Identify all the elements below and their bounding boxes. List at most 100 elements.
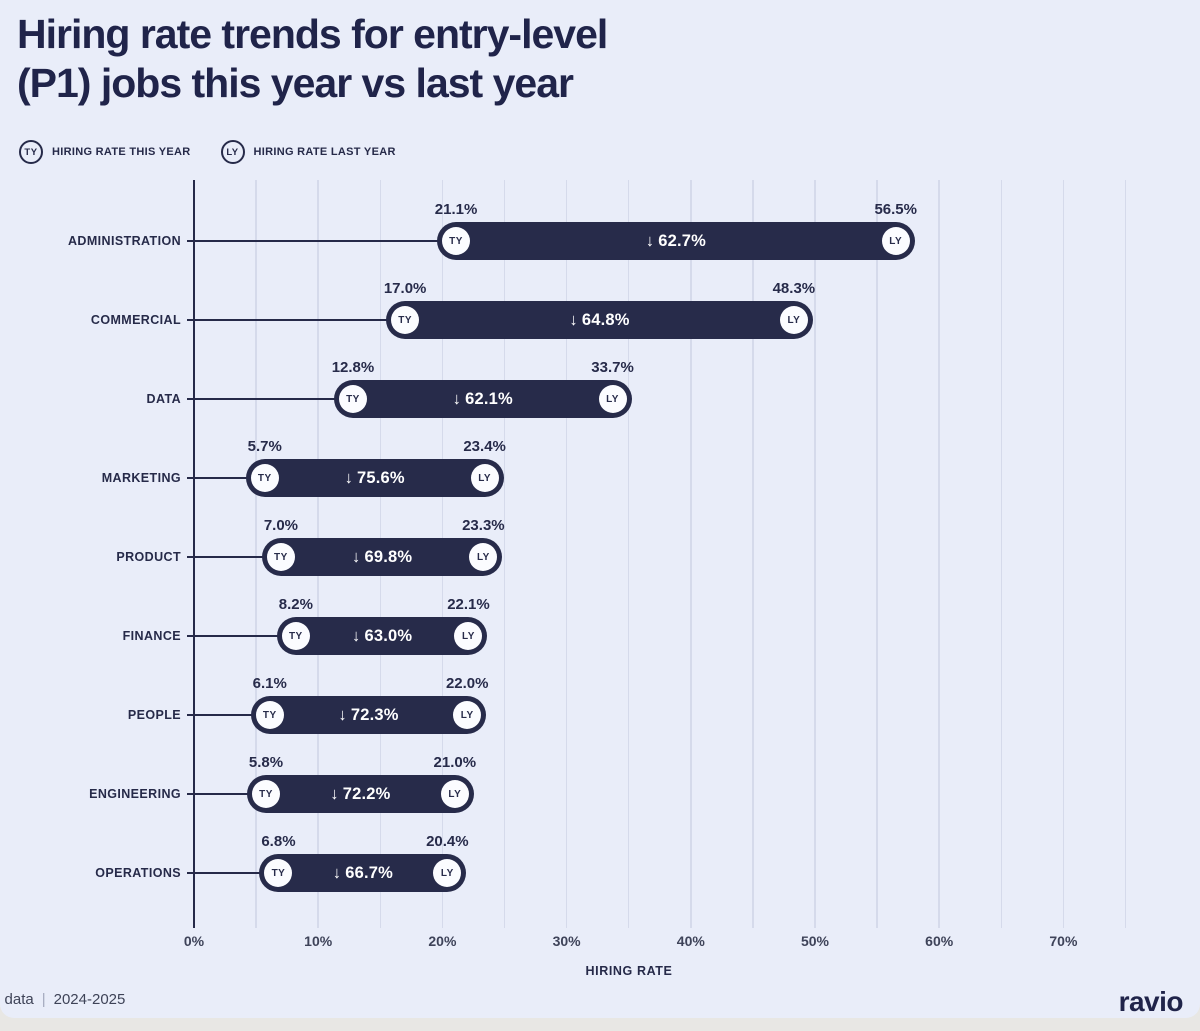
category-label: FINANCE [122,629,181,643]
label-connector-line [187,713,255,717]
ty-point-badge: TY [391,306,420,334]
change-label: ↓ 64.8% [569,310,630,329]
ly-point-badge: LY [453,701,482,729]
dumbbell-bar: ↓ 72.2% [247,775,474,813]
ly-point-badge: LY [598,385,627,413]
gridline [255,180,257,928]
gridline [565,180,568,928]
gridline [1062,180,1065,928]
ty-value-label: 5.8% [248,754,284,771]
label-connector-line [187,397,338,401]
ty-value-label: 5.7% [247,438,282,455]
label-connector-line [187,318,391,322]
ty-point-badge: TY [264,859,293,887]
category-label: ADMINISTRATION [68,234,181,248]
category-label: PEOPLE [127,708,181,722]
gridline [690,180,692,928]
ty-point-badge: TY [442,227,471,255]
category-label: PRODUCT [116,550,181,564]
ly-value-label: 48.3% [772,280,816,297]
x-tick-label: 0% [183,933,205,949]
ty-point-badge: TY [250,464,279,492]
page-title-line2: (P1) jobs this year vs last year [17,60,574,106]
footer-source: o data | 2024-2025 [0,991,125,1008]
gridline [1000,180,1003,928]
ly-point-badge: LY [440,780,469,808]
label-connector-line [187,871,264,875]
change-label: ↓ 62.1% [452,389,513,408]
category-label: MARKETING [101,471,181,485]
x-tick-label: 10% [304,933,333,949]
down-arrow-icon: ↓ [645,231,655,250]
gridline [627,180,630,928]
gridline [938,180,940,928]
legend-item-this-year: TY HIRING RATE THIS YEAR [19,140,191,164]
ravio-logo: ravio [1118,986,1184,1017]
ty-value-label: 8.2% [278,596,313,613]
change-label: ↓ 75.6% [344,468,405,487]
footer-separator: | [41,991,46,1008]
x-tick-label: 60% [925,933,954,949]
footer-period: 2024-2025 [53,991,126,1008]
x-tick-label: 40% [676,933,705,949]
dumbbell-bar: ↓ 64.8% [386,301,813,339]
ly-point-badge: LY [881,227,910,255]
legend-label-last-year: HIRING RATE LAST YEAR [253,146,396,158]
footer-source-text: o data [0,991,34,1008]
x-tick-label: 20% [428,933,457,949]
gridline [503,180,506,928]
change-label: ↓ 69.8% [352,547,413,566]
label-connector-line [187,555,266,559]
legend-label-this-year: HIRING RATE THIS YEAR [52,146,191,158]
x-axis-label: HIRING RATE [585,964,673,978]
ly-point-badge: LY [433,859,462,887]
gridline [814,180,816,928]
dumbbell-bar: ↓ 69.8% [261,538,503,576]
ly-value-label: 22.1% [447,596,490,613]
dumbbell-bar: ↓ 72.3% [250,696,487,734]
ly-value-label: 33.7% [591,359,634,376]
gridline [876,180,878,928]
dumbbell-bar: ↓ 62.7% [437,222,915,260]
down-arrow-icon: ↓ [332,863,342,882]
ty-badge-icon: TY [19,140,43,164]
ty-value-label: 7.0% [263,517,299,534]
ly-value-label: 23.4% [463,438,506,455]
ly-point-badge: LY [470,464,499,492]
change-label: ↓ 66.7% [332,863,394,882]
ty-value-label: 17.0% [383,280,427,297]
gridline [752,180,754,928]
page-title-line1: Hiring rate trends for entry-level [17,11,608,57]
y-axis-line [192,180,196,928]
ty-point-badge: TY [266,543,295,571]
category-label: DATA [146,392,181,406]
legend-item-last-year: LY HIRING RATE LAST YEAR [220,140,396,164]
page-title: Hiring rate trends for entry-level (P1) … [17,10,608,108]
change-label: ↓ 63.0% [352,626,413,645]
ty-value-label: 12.8% [331,359,375,376]
dumbbell-bar: ↓ 63.0% [276,617,488,655]
label-connector-line [187,476,250,480]
change-label: ↓ 72.2% [330,784,391,803]
x-tick-label: 30% [552,933,581,949]
ty-value-label: 6.1% [252,675,287,692]
down-arrow-icon: ↓ [330,784,339,803]
ly-point-badge: LY [469,543,498,571]
change-label: ↓ 72.3% [338,705,399,724]
ly-value-label: 20.4% [426,833,469,850]
ty-point-badge: TY [252,780,281,808]
category-label: ENGINEERING [89,787,181,801]
ty-point-badge: TY [281,622,310,650]
down-arrow-icon: ↓ [352,547,361,566]
ly-value-label: 22.0% [445,675,489,692]
x-tick-label: 50% [800,933,830,949]
gridline [1124,180,1127,928]
legend: TY HIRING RATE THIS YEAR LY HIRING RATE … [19,140,396,164]
x-tick-label: 70% [1049,933,1078,949]
ly-value-label: 23.3% [462,517,505,534]
dumbbell-bar: ↓ 66.7% [259,854,467,892]
category-label: OPERATIONS [95,866,181,880]
ly-point-badge: LY [779,306,808,334]
